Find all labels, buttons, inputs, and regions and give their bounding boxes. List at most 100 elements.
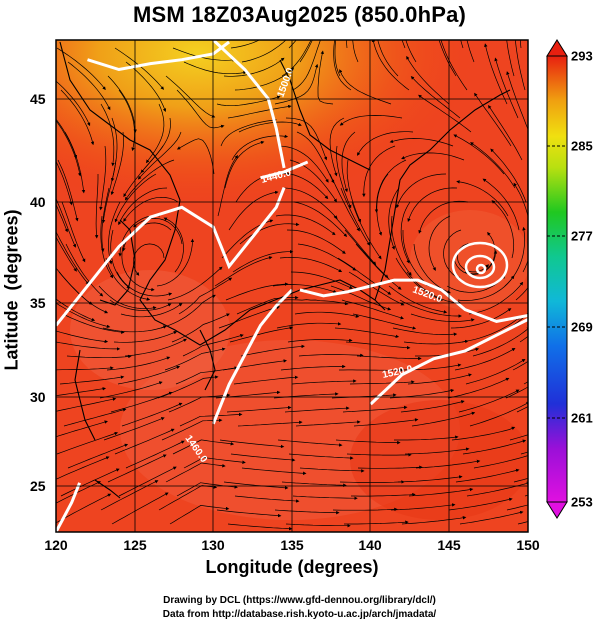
streamline bbox=[395, 257, 443, 301]
height-contour bbox=[299, 278, 528, 323]
streamline bbox=[63, 408, 127, 427]
x-tick-label: 130 bbox=[201, 537, 225, 553]
streamline bbox=[516, 406, 528, 413]
streamline bbox=[216, 509, 282, 518]
streamline bbox=[506, 504, 528, 511]
coastlines bbox=[59, 41, 511, 499]
streamline bbox=[470, 142, 516, 189]
streamline bbox=[509, 434, 528, 441]
streamline bbox=[400, 201, 411, 264]
streamline bbox=[237, 420, 303, 427]
streamline bbox=[117, 365, 181, 385]
streamline bbox=[474, 92, 512, 147]
streamline bbox=[64, 131, 86, 194]
streamline bbox=[405, 40, 417, 63]
streamline bbox=[494, 57, 519, 119]
streamline bbox=[278, 145, 329, 183]
streamline bbox=[418, 94, 472, 133]
streamline bbox=[287, 338, 353, 343]
streamline bbox=[394, 435, 459, 441]
y-tick-label: 45 bbox=[30, 91, 46, 107]
streamline bbox=[57, 159, 79, 222]
streamline bbox=[100, 215, 114, 279]
streamline bbox=[241, 40, 287, 63]
streamline bbox=[346, 159, 361, 223]
streamline bbox=[98, 285, 157, 310]
x-tick-label: 120 bbox=[44, 537, 68, 553]
streamline bbox=[182, 334, 244, 357]
streamline bbox=[272, 284, 337, 294]
streamline bbox=[406, 55, 450, 105]
streamline bbox=[101, 187, 110, 253]
streamline bbox=[124, 159, 175, 201]
streamline bbox=[334, 327, 400, 339]
streamline bbox=[101, 159, 117, 224]
colorbar-tick-label: 269 bbox=[571, 319, 593, 335]
streamline bbox=[226, 405, 292, 413]
height-contour bbox=[260, 160, 309, 180]
streamline bbox=[428, 215, 451, 271]
height-contour bbox=[56, 187, 286, 327]
colorbar-tick-label: 261 bbox=[571, 410, 593, 426]
streamline bbox=[399, 299, 462, 318]
streamline bbox=[438, 40, 457, 77]
streamline bbox=[176, 89, 225, 129]
streamline bbox=[106, 356, 171, 371]
streamline bbox=[56, 160, 73, 206]
streamline bbox=[56, 481, 101, 504]
streamline bbox=[362, 145, 396, 198]
streamline bbox=[402, 230, 430, 287]
streamline bbox=[400, 400, 465, 413]
streamline bbox=[56, 330, 109, 344]
streamline bbox=[336, 145, 352, 209]
streamline bbox=[296, 131, 335, 184]
streamline bbox=[110, 391, 173, 413]
streamline bbox=[284, 406, 350, 413]
streamline bbox=[505, 386, 528, 399]
streamline bbox=[374, 159, 407, 213]
streamline bbox=[294, 311, 360, 318]
streamline bbox=[411, 411, 476, 427]
streamline bbox=[456, 180, 509, 217]
streamline bbox=[450, 308, 512, 329]
streamline bbox=[231, 134, 289, 161]
credits: Drawing by DCL (https://www.gfd-dennou.o… bbox=[0, 594, 599, 622]
streamline bbox=[280, 364, 346, 371]
streamline bbox=[407, 187, 458, 222]
y-axis-label: Latitude (degrees) bbox=[1, 209, 22, 371]
streamline bbox=[61, 201, 86, 263]
streamline bbox=[275, 214, 336, 236]
streamline bbox=[118, 466, 177, 497]
streamline bbox=[390, 503, 456, 511]
streamline bbox=[457, 275, 515, 301]
streamline bbox=[357, 465, 423, 470]
streamline bbox=[397, 475, 463, 483]
streamline bbox=[282, 187, 338, 219]
credit-data: Data from http://database.rish.kyoto-u.a… bbox=[162, 609, 437, 620]
streamline bbox=[169, 505, 230, 525]
streamline bbox=[56, 456, 110, 480]
streamline bbox=[108, 201, 121, 265]
streamline bbox=[484, 43, 508, 105]
streamline bbox=[410, 76, 461, 119]
x-tick-label: 125 bbox=[123, 537, 147, 553]
streamline bbox=[447, 377, 510, 399]
streamline bbox=[490, 148, 527, 203]
streamline bbox=[290, 271, 353, 289]
streamline bbox=[99, 145, 107, 211]
streamline bbox=[459, 510, 524, 525]
streamline bbox=[240, 344, 305, 357]
streamline bbox=[176, 138, 215, 175]
streamline bbox=[334, 40, 341, 77]
streamline bbox=[238, 121, 302, 133]
streamline bbox=[337, 257, 392, 295]
streamline bbox=[118, 187, 168, 226]
streamline bbox=[440, 40, 468, 91]
streamline bbox=[410, 313, 475, 322]
streamline bbox=[113, 331, 178, 343]
streamline bbox=[407, 373, 472, 385]
streamline bbox=[392, 327, 458, 336]
streamline bbox=[239, 222, 300, 245]
streamline bbox=[228, 190, 279, 231]
